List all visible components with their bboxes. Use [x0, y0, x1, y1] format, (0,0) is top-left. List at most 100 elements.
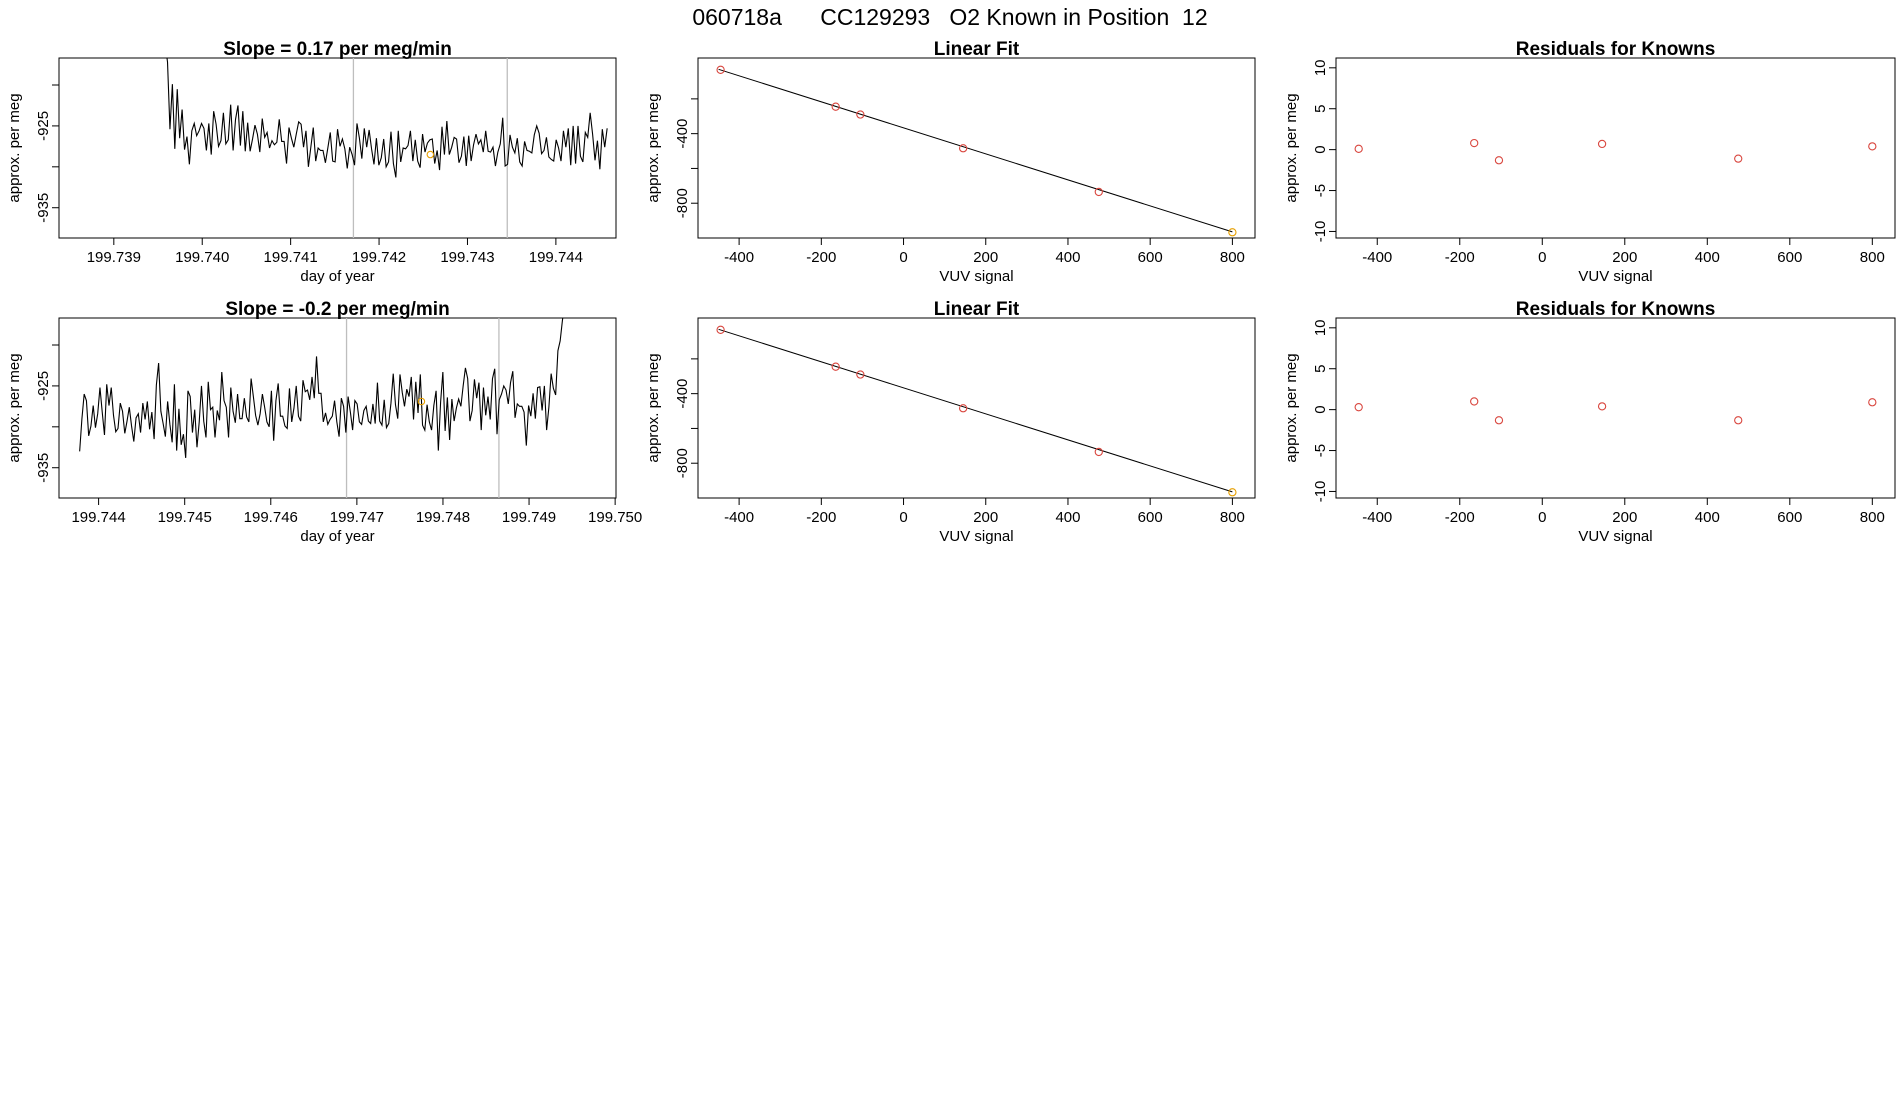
- y-axis-label: approx. per meg: [6, 93, 23, 202]
- plot-frame: [697, 317, 1256, 499]
- data-point: [1868, 398, 1877, 407]
- plot-area: [1354, 397, 1877, 425]
- panel-lf2: Linear Fit -400 -200 0 200 400 600 800 -800 -400 V…: [645, 299, 1256, 545]
- data-point: [831, 362, 840, 371]
- x-tick-label: -200: [806, 249, 836, 266]
- panel-ts1: Slope = 0.17 per meg/min 199.739 199.740 19…: [6, 39, 617, 285]
- x-tick-label: 800: [1860, 509, 1885, 526]
- data-point: [958, 404, 968, 413]
- x-axis-label: day of year: [300, 268, 374, 285]
- x-tick-label: 800: [1220, 509, 1245, 526]
- x-tick-label: 199.749: [502, 509, 556, 526]
- y-axis-label: approx. per meg: [645, 93, 662, 202]
- x-tick-label: 199.747: [330, 509, 384, 526]
- x-axis-label: VUV signal: [939, 528, 1013, 545]
- panel-rk2: Residuals for Knowns -400 -200 0 200 400 600 80…: [1283, 299, 1896, 545]
- x-axis-label: VUV signal: [1578, 268, 1652, 285]
- x-tick-label: 600: [1777, 509, 1802, 526]
- fit-line: [718, 68, 1233, 233]
- panel-title: Linear Fit: [934, 39, 1020, 60]
- data-point: [716, 325, 725, 334]
- data-point: [1228, 488, 1237, 497]
- panel-lf1: Linear Fit -400 -200 0 200 400 600 800 -800 -400 V…: [645, 39, 1256, 285]
- x-tick-label: -200: [1445, 249, 1475, 266]
- x-tick-label: 0: [1538, 249, 1546, 266]
- y-tick-label: -925: [35, 111, 52, 141]
- y-tick-label: -5: [1312, 444, 1329, 457]
- panel-title: Residuals for Knowns: [1516, 299, 1716, 320]
- panel-title: Residuals for Knowns: [1516, 39, 1716, 60]
- x-tick-label: 199.750: [588, 509, 642, 526]
- x-tick-label: 600: [1777, 249, 1802, 266]
- x-axis-label: day of year: [300, 528, 374, 545]
- data-point: [1354, 403, 1363, 412]
- y-tick-label: -800: [674, 188, 691, 218]
- x-tick-label: -400: [1362, 249, 1392, 266]
- plot-area: [716, 325, 1237, 497]
- y-axis-label: approx. per meg: [6, 353, 23, 462]
- data-point: [1734, 154, 1743, 163]
- x-tick-label: 600: [1138, 509, 1163, 526]
- data-point: [831, 102, 840, 111]
- data-point: [958, 144, 968, 153]
- series-line: [79, 318, 564, 458]
- x-tick-label: 199.748: [416, 509, 470, 526]
- x-tick-label: 199.742: [352, 249, 406, 266]
- highlight-point: [417, 397, 426, 406]
- fit-line: [718, 328, 1233, 493]
- y-tick-label: -925: [35, 371, 52, 401]
- y-axis-label: approx. per meg: [1283, 93, 1300, 202]
- data-point: [856, 110, 865, 119]
- x-tick-label: 800: [1220, 249, 1245, 266]
- y-tick-label: 0: [1312, 145, 1329, 153]
- panel-ts2: Slope = -0.2 per meg/min 199.744 199.745 19…: [6, 299, 642, 545]
- data-point: [1470, 397, 1479, 406]
- x-tick-label: 199.739: [87, 249, 141, 266]
- y-tick-label: -800: [674, 448, 691, 478]
- x-tick-label: 199.745: [158, 509, 212, 526]
- y-tick-label: -400: [674, 379, 691, 409]
- data-point: [1597, 139, 1607, 149]
- series-line: [166, 58, 608, 178]
- data-point: [1494, 156, 1504, 165]
- plot-frame: [1335, 57, 1896, 239]
- x-tick-label: 0: [899, 249, 907, 266]
- data-point: [856, 370, 865, 379]
- x-tick-label: 800: [1860, 249, 1885, 266]
- y-tick-label: -10: [1312, 221, 1329, 243]
- data-point: [1868, 142, 1877, 151]
- plot-area: [79, 318, 564, 458]
- x-tick-label: -200: [806, 509, 836, 526]
- y-tick-label: 10: [1312, 59, 1329, 76]
- x-tick-label: 199.744: [71, 509, 125, 526]
- x-tick-label: -400: [724, 509, 754, 526]
- data-point: [716, 65, 725, 74]
- data-point: [1597, 402, 1607, 411]
- y-tick-label: 0: [1312, 405, 1329, 413]
- x-axis-label: VUV signal: [939, 268, 1013, 285]
- plot-area: [716, 65, 1237, 237]
- x-tick-label: 200: [973, 509, 998, 526]
- data-point: [1094, 187, 1103, 197]
- x-tick-label: 0: [899, 509, 907, 526]
- plot-frame: [697, 57, 1256, 239]
- x-tick-label: 199.740: [175, 249, 229, 266]
- x-tick-label: 600: [1138, 249, 1163, 266]
- x-tick-label: -200: [1445, 509, 1475, 526]
- plot-frame: [58, 57, 617, 239]
- data-point: [1494, 416, 1504, 425]
- panel-title: Slope = -0.2 per meg/min: [225, 299, 449, 320]
- y-tick-label: -5: [1312, 184, 1329, 197]
- highlight-point: [426, 150, 435, 159]
- y-tick-label: -400: [674, 119, 691, 149]
- y-axis-label: approx. per meg: [1283, 353, 1300, 462]
- y-tick-label: 5: [1312, 365, 1329, 373]
- plot-frame: [1335, 317, 1896, 499]
- x-tick-label: 400: [1055, 509, 1080, 526]
- plot-frame: [58, 317, 617, 499]
- x-tick-label: 199.746: [244, 509, 298, 526]
- x-tick-label: 199.741: [264, 249, 318, 266]
- y-tick-label: 5: [1312, 105, 1329, 113]
- x-tick-label: 400: [1055, 249, 1080, 266]
